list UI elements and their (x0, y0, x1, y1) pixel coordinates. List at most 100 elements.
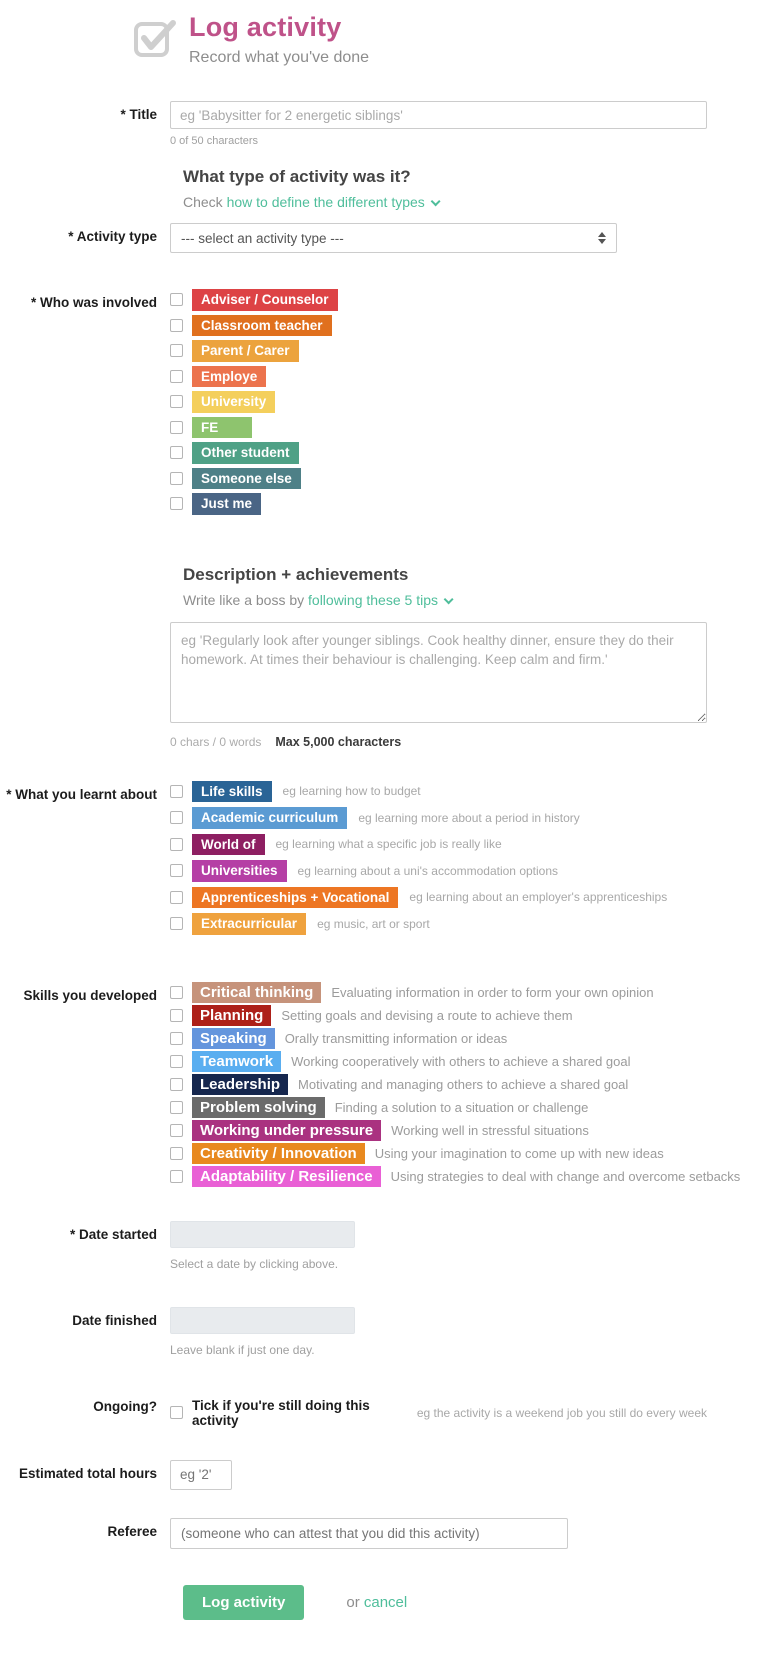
skill-option-adaptability-resilience[interactable]: Adaptability / Resilience Using strategi… (170, 1165, 740, 1187)
learnt-badge[interactable]: Life skills (192, 780, 272, 802)
who-involved-row: * Who was involved Adviser / Counselor C… (0, 289, 780, 519)
checkbox[interactable] (170, 811, 183, 825)
checkbox[interactable] (170, 369, 183, 383)
activity-type-select[interactable]: --- select an activity type --- (170, 223, 617, 253)
learnt-badge[interactable]: World of (192, 833, 265, 855)
checkbox[interactable] (170, 985, 183, 999)
who-option-just-me[interactable]: Just me (170, 493, 707, 515)
checkbox[interactable] (170, 471, 183, 485)
who-option-other-student[interactable]: Other student (170, 442, 707, 464)
who-option-employe[interactable]: Employe (170, 365, 707, 387)
who-option-adviser[interactable]: Adviser / Counselor (170, 289, 707, 311)
checkbox[interactable] (170, 837, 183, 851)
who-option-university[interactable]: University (170, 391, 707, 413)
learnt-option-life-skills[interactable]: Life skills eg learning how to budget (170, 780, 707, 802)
skill-option-problem-solving[interactable]: Problem solving Finding a solution to a … (170, 1096, 707, 1118)
skill-option-leadership[interactable]: Leadership Motivating and managing other… (170, 1073, 707, 1095)
who-involved-label: * Who was involved (30, 295, 157, 310)
skill-option-working-under-pressure[interactable]: Working under pressure Working well in s… (170, 1119, 707, 1141)
checkbox[interactable] (170, 784, 183, 798)
skill-badge[interactable]: Speaking (192, 1027, 275, 1049)
skill-option-critical-thinking[interactable]: Critical thinking Evaluating information… (170, 981, 707, 1003)
skill-badge[interactable]: Adaptability / Resilience (192, 1165, 381, 1187)
skill-description: Finding a solution to a situation or cha… (334, 1099, 589, 1115)
checkbox[interactable] (170, 1169, 183, 1183)
description-tips-link[interactable]: following these 5 tips (308, 591, 438, 608)
checkbox[interactable] (170, 420, 183, 434)
skill-option-teamwork[interactable]: Teamwork Working cooperatively with othe… (170, 1050, 707, 1072)
skill-option-planning[interactable]: Planning Setting goals and devising a ro… (170, 1004, 707, 1026)
checkbox[interactable] (170, 1031, 183, 1045)
learnt-option-academic-curriculum[interactable]: Academic curriculum eg learning more abo… (170, 807, 707, 829)
skill-badge[interactable]: Critical thinking (192, 981, 322, 1003)
who-badge[interactable]: Someone else (192, 467, 301, 489)
who-option-fe[interactable]: FE (170, 416, 707, 438)
hours-input[interactable] (170, 1459, 232, 1490)
who-badge[interactable]: Adviser / Counselor (192, 289, 338, 311)
checkbox[interactable] (170, 890, 183, 904)
type-help-line: Check how to define the different types (183, 194, 780, 210)
skill-badge[interactable]: Problem solving (192, 1096, 325, 1118)
chevron-down-icon (430, 196, 441, 207)
activity-type-label: * Activity type (68, 229, 157, 244)
checkbox[interactable] (170, 344, 183, 358)
skills-row: Skills you developed Critical thinking E… (0, 981, 780, 1189)
date-started-input[interactable] (170, 1220, 355, 1248)
type-help-prefix: Check (183, 194, 227, 210)
learnt-option-extracurricular[interactable]: Extracurricular eg music, art or sport (170, 913, 707, 935)
type-help-link[interactable]: how to define the different types (226, 194, 425, 210)
skill-badge[interactable]: Teamwork (192, 1050, 282, 1072)
skill-description: Setting goals and devising a route to ac… (281, 1007, 573, 1023)
who-option-parent-carer[interactable]: Parent / Carer (170, 340, 707, 362)
who-badge[interactable]: University (192, 391, 276, 413)
checkbox[interactable] (170, 1100, 183, 1114)
description-textarea[interactable] (170, 621, 707, 723)
skill-badge[interactable]: Leadership (192, 1073, 289, 1095)
who-badge[interactable]: Just me (192, 493, 262, 515)
or-cancel-line: or cancel (346, 1594, 407, 1611)
who-option-classroom-teacher[interactable]: Classroom teacher (170, 314, 707, 336)
learnt-badge[interactable]: Universities (192, 860, 287, 882)
who-badge[interactable]: Parent / Carer (192, 340, 299, 362)
checkbox[interactable] (170, 864, 183, 878)
cancel-link[interactable]: cancel (363, 1593, 408, 1611)
who-badge[interactable]: Classroom teacher (192, 314, 332, 336)
who-option-someone-else[interactable]: Someone else (170, 467, 707, 489)
checkbox[interactable] (170, 395, 183, 409)
learnt-badge[interactable]: Academic curriculum (192, 807, 348, 829)
who-badge[interactable]: Other student (192, 442, 299, 464)
learnt-badge[interactable]: Extracurricular (192, 913, 307, 935)
checkbox[interactable] (170, 1123, 183, 1137)
checkbox[interactable] (170, 293, 183, 307)
checkbox[interactable] (170, 446, 183, 460)
ongoing-checkbox-row[interactable]: Tick if you're still doing this activity… (170, 1393, 707, 1428)
checkbox[interactable] (170, 1077, 183, 1091)
checkbox[interactable] (170, 318, 183, 332)
skill-option-creativity-innovation[interactable]: Creativity / Innovation Using your imagi… (170, 1142, 707, 1164)
who-badge[interactable]: Employe (192, 365, 267, 387)
checkbox[interactable] (170, 1406, 183, 1419)
who-badge[interactable]: FE (192, 416, 252, 438)
referee-input[interactable] (170, 1517, 568, 1549)
title-input[interactable] (170, 101, 707, 129)
learnt-option-apprenticeships[interactable]: Apprenticeships + Vocational eg learning… (170, 886, 707, 908)
checkbox[interactable] (170, 1146, 183, 1160)
date-finished-input[interactable] (170, 1306, 355, 1334)
learnt-option-universities[interactable]: Universities eg learning about a uni's a… (170, 860, 707, 882)
checkbox[interactable] (170, 1054, 183, 1068)
learnt-badge[interactable]: Apprenticeships + Vocational (192, 886, 399, 908)
ongoing-label: Ongoing? (93, 1398, 157, 1414)
skill-description: Using strategies to deal with change and… (390, 1168, 741, 1184)
skill-description: Using your imagination to come up with n… (374, 1145, 664, 1161)
skill-badge[interactable]: Working under pressure (192, 1119, 382, 1141)
select-updown-icon (598, 232, 606, 244)
checkbox[interactable] (170, 497, 183, 511)
log-activity-button[interactable]: Log activity (183, 1584, 305, 1620)
checkbox[interactable] (170, 917, 183, 931)
skill-badge[interactable]: Planning (192, 1004, 272, 1026)
skill-badge[interactable]: Creativity / Innovation (192, 1142, 365, 1164)
checkbox[interactable] (170, 1008, 183, 1022)
skill-option-speaking[interactable]: Speaking Orally transmitting information… (170, 1027, 707, 1049)
learnt-example: eg music, art or sport (317, 916, 430, 931)
learnt-option-world-of[interactable]: World of eg learning what a specific job… (170, 833, 707, 855)
